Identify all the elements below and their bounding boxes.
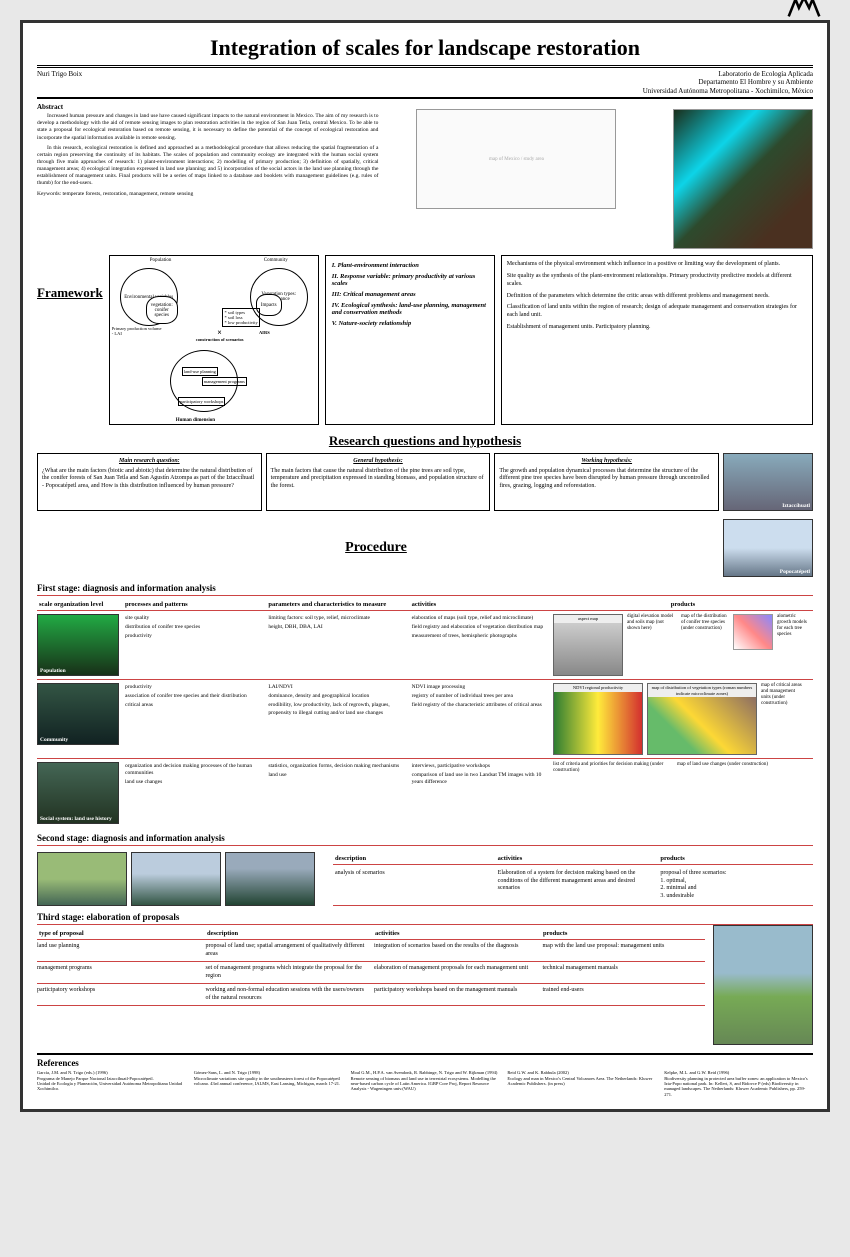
social-photo: Social system: land use history — [37, 762, 119, 824]
community-photo: Community — [37, 683, 119, 745]
scatter-thumb — [733, 614, 773, 650]
iztaccihuatl-photo: Iztaccíhuatl — [723, 453, 813, 511]
landscape-photo-1 — [37, 852, 127, 906]
community-row: Community productivityassociation of con… — [37, 679, 813, 758]
affiliation: Laboratorio de Ecología Aplicada Departa… — [643, 70, 813, 95]
references: References García, J.M. and N. Trigo (ed… — [37, 1053, 813, 1097]
rq-row: Main research question: ¿What are the ma… — [37, 453, 813, 511]
poster-page: Integration of scales for landscape rest… — [20, 20, 830, 1112]
mexico-map: map of Mexico / study area — [416, 109, 616, 209]
framework-section: Framework Population Community Environme… — [37, 255, 813, 425]
landscape-photo-3 — [225, 852, 315, 906]
stage1-header: First stage: diagnosis and information a… — [37, 583, 813, 596]
tree-photo — [713, 925, 813, 1045]
satellite-image — [673, 109, 813, 249]
top-row: Abstract Increased human pressure and ch… — [37, 103, 813, 249]
framework-diagram: Population Community Environmental varia… — [109, 255, 319, 425]
abstract: Abstract Increased human pressure and ch… — [37, 103, 378, 249]
popocatepetl-photo: Popocatépetl — [723, 519, 813, 577]
general-hypothesis: General hypothesis: The main factors tha… — [266, 453, 491, 511]
stage2-photos — [37, 852, 327, 906]
main-question: Main research question: ¿What are the ma… — [37, 453, 262, 511]
uam-logo — [787, 0, 821, 19]
working-hypothesis: Working hypothesis: The growth and popul… — [494, 453, 719, 511]
poster-title: Integration of scales for landscape rest… — [37, 35, 813, 68]
approaches-list: I. Plant-environment interaction II. Res… — [325, 255, 495, 425]
population-row: Population site qualitydistribution of c… — [37, 610, 813, 679]
population-photo: Population — [37, 614, 119, 676]
stage3-header: Third stage: elaboration of proposals — [37, 912, 813, 925]
mechanisms-list: Mechanisms of the physical environment w… — [501, 255, 813, 425]
header-row: Nuri Trigo Boix Laboratorio de Ecología … — [37, 70, 813, 99]
stage1-columns: scale organization level processes and p… — [37, 599, 813, 610]
stage2-header: Second stage: diagnosis and information … — [37, 833, 813, 846]
author: Nuri Trigo Boix — [37, 70, 82, 78]
procedure-title: Procedure — [37, 540, 715, 556]
social-row: Social system: land use history organiza… — [37, 758, 813, 827]
rq-title: Research questions and hypothesis — [37, 433, 813, 449]
landscape-photo-2 — [131, 852, 221, 906]
framework-label: Framework — [37, 285, 103, 301]
